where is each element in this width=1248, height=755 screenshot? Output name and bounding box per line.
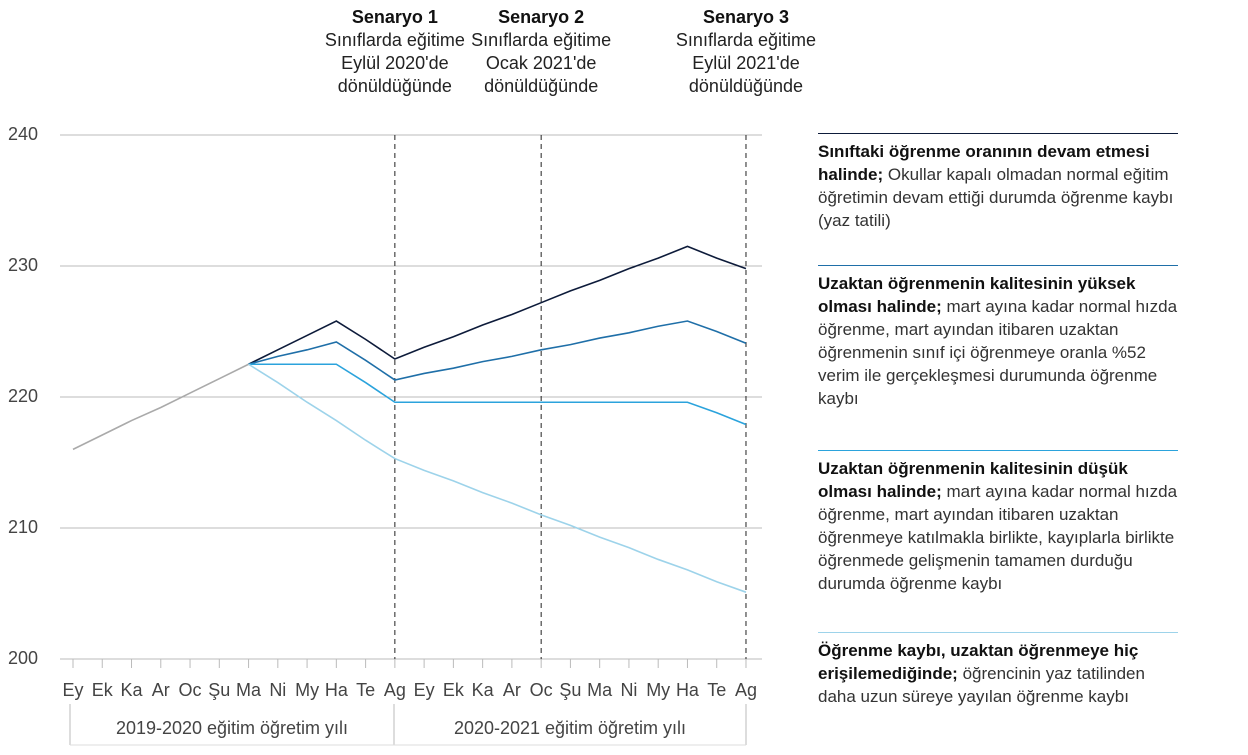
x-tick-label: Ka [472,680,495,700]
x-tick-label: Ey [62,680,83,700]
legend-entry: Sınıftaki öğrenme oranının devam etmesi … [818,133,1178,232]
scenario-title: Senaryo 1 [351,7,438,27]
x-tick-label: Ma [236,680,262,700]
legend-description: mart ayına kadar normal hızda öğrenme, m… [818,297,1178,408]
legend-name: Sınıftaki öğrenme oranının devam etmesi … [818,142,1150,184]
x-tick-label: Ha [676,680,700,700]
series-line [248,245,747,365]
scenario-text: Sınıflarda eğitime Ocak 2021'de dönüldüğ… [471,30,612,96]
x-tick-label: Ma [587,680,613,700]
legend-name: Öğrenme kaybı, uzaktan öğrenmeye hiç eri… [818,641,1139,683]
legend-entry: Uzaktan öğrenmenin kalitesinin düşük olm… [818,450,1178,595]
x-tick-label: Ey [414,680,435,700]
x-tick-label: Te [707,680,726,700]
x-tick-label: My [295,680,319,700]
x-tick-label: Ek [92,680,114,700]
legend-name: Uzaktan öğrenmenin kalitesinin düşük olm… [818,459,1128,501]
scenario-text: Sınıflarda eğitime Eylül 2021'de dönüldü… [675,30,816,96]
x-tick-label: Ag [384,680,406,700]
x-tick-label: Ka [121,680,144,700]
x-tick-label: Ar [503,680,521,700]
series-line [248,320,747,381]
group-label: 2019-2020 eğitim öğretim yılı [116,718,348,738]
x-tick-label: Ni [269,680,286,700]
scenario-text: Sınıflarda eğitime Eylül 2020'de dönüldü… [324,30,465,96]
legend-entry: Uzaktan öğrenmenin kalitesinin yüksek ol… [818,265,1178,410]
series-line [72,363,249,451]
x-tick-label: Şu [559,680,581,700]
legend-description: mart ayına kadar normal hızda öğrenme, m… [818,482,1178,593]
scenario-title: Senaryo 3 [702,7,789,27]
scenario-title: Senaryo 2 [498,7,585,27]
x-tick-label: Şu [208,680,230,700]
x-tick-label: Ar [152,680,170,700]
x-tick-label: Te [356,680,375,700]
y-tick-label: 200 [8,648,38,668]
group-label: 2020-2021 eğitim öğretim yılı [454,718,686,738]
x-tick-label: Ha [325,680,349,700]
x-tick-label: Ek [443,680,465,700]
x-tick-label: Ni [620,680,637,700]
x-tick-label: Ag [735,680,757,700]
x-tick-label: Oc [530,680,553,700]
scenario-label: Senaryo 3 Sınıflarda eğitime Eylül 2021'd… [666,6,826,98]
y-tick-label: 220 [8,386,38,406]
scenario-label: Senaryo 2 Sınıflarda eğitime Ocak 2021'de… [461,6,621,98]
legend-name: Uzaktan öğrenmenin kalitesinin yüksek ol… [818,274,1136,316]
y-tick-label: 230 [8,255,38,275]
y-tick-label: 240 [8,124,38,144]
legend-description: Okullar kapalı olmadan normal eğitim öğr… [818,165,1174,230]
x-tick-label: My [646,680,670,700]
legend-entry: Öğrenme kaybı, uzaktan öğrenmeye hiç eri… [818,632,1178,708]
y-tick-label: 210 [8,517,38,537]
legend-description: öğrencinin yaz tatilinden daha uzun süre… [818,664,1145,706]
series-line [248,363,747,593]
x-tick-label: Oc [179,680,202,700]
series-line [248,363,747,426]
scenario-label: Senaryo 1 Sınıflarda eğitime Eylül 2020'd… [315,6,475,98]
